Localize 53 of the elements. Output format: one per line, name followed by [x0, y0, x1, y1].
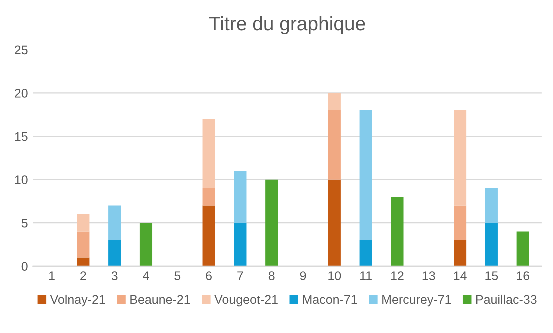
x-tick-label: 15	[486, 272, 498, 280]
bar	[266, 180, 278, 266]
bar	[485, 188, 498, 224]
bar	[108, 240, 122, 266]
x-tick-label: 9	[300, 272, 306, 280]
y-tick-label: 10	[15, 176, 28, 184]
x-tick-label: 11	[360, 272, 372, 280]
legend-label: Beaune-21	[130, 295, 190, 304]
x-tick-label: 10	[328, 272, 342, 280]
bar	[140, 223, 153, 266]
bar	[77, 232, 90, 258]
x-tick-label: 6	[206, 272, 212, 280]
bar	[328, 93, 341, 111]
bar	[328, 110, 341, 180]
x-tick-label: 5	[174, 272, 181, 280]
bar	[360, 240, 372, 266]
bar	[454, 240, 467, 266]
bar	[234, 223, 247, 266]
x-tick-label: 14	[454, 272, 467, 280]
chart-title: Titre du graphique	[209, 16, 366, 35]
bar	[485, 223, 498, 266]
x-tick-label: 12	[391, 272, 404, 280]
legend-label: Mercurey-71	[382, 295, 452, 307]
x-tick-label: 4	[143, 272, 150, 280]
bar	[234, 171, 247, 224]
bar	[202, 119, 216, 188]
x-tick-label: 2	[80, 272, 86, 280]
bar	[454, 206, 467, 240]
x-tick-label: 13	[422, 272, 436, 280]
bar	[77, 258, 90, 266]
bar	[454, 110, 467, 206]
bar	[391, 197, 404, 266]
y-tick-label: 25	[15, 46, 28, 55]
y-tick-label: 20	[15, 89, 28, 98]
legend-label: Pauillac-33	[476, 294, 537, 304]
legend-label: Vougeot-21	[214, 295, 278, 307]
legend-label: Macon-71	[303, 295, 358, 304]
x-tick-label: 1	[50, 272, 55, 280]
bar	[77, 214, 90, 232]
bar	[108, 206, 122, 240]
legend-label: Volnay-21	[50, 294, 106, 307]
x-tick-label: 7	[238, 272, 244, 280]
x-tick-label: 3	[112, 272, 118, 280]
y-tick-label: 0	[22, 262, 28, 272]
y-tick-label: 15	[15, 132, 28, 142]
bar	[202, 188, 216, 206]
x-tick-label: 16	[517, 272, 530, 280]
bar	[328, 180, 341, 266]
x-tick-label: 8	[268, 272, 275, 280]
bar	[360, 110, 372, 240]
bar	[202, 206, 216, 266]
bar	[516, 232, 530, 266]
y-tick-label: 5	[22, 219, 28, 228]
